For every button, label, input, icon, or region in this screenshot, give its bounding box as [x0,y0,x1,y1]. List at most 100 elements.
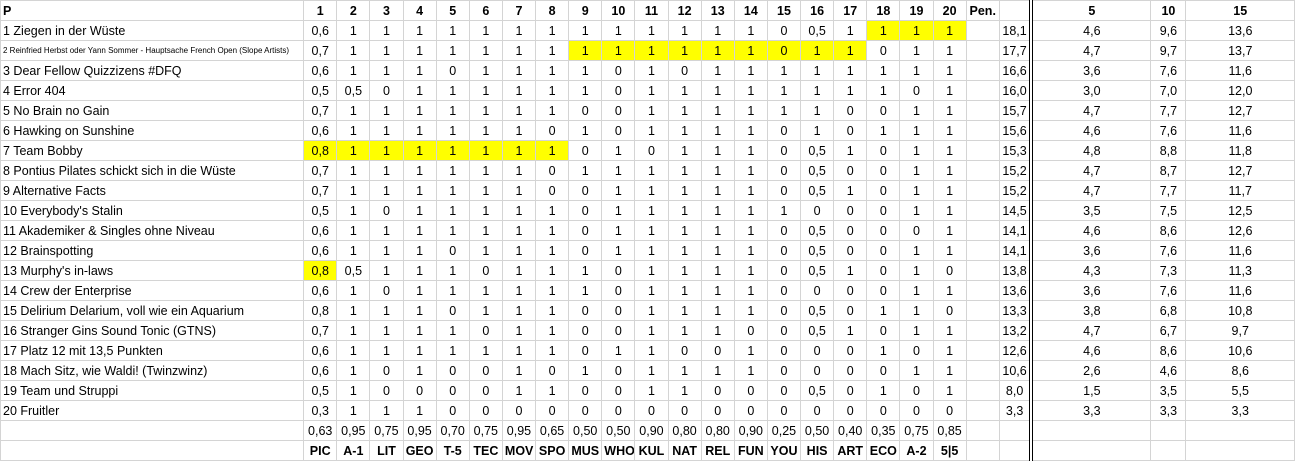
score-cell: 1 [435,100,470,121]
extra-cell: 11,8 [1185,140,1295,161]
category-cell: WHO [601,440,636,461]
score-cell: 0 [568,180,603,201]
score-cell: 1 [833,80,868,101]
score-cell: 0,5 [800,240,835,261]
team-name: 20 Fruitler [0,400,305,421]
score-cell: 1 [866,20,901,41]
score-cell: 0 [932,300,967,321]
score-cell: 1 [833,60,868,81]
team-name: 18 Mach Sitz, wie Waldi! (Twinzwinz) [0,360,305,381]
category-cell: YOU [766,440,802,461]
score-cell: 1 [501,360,537,381]
header-cell: 12 [667,0,702,21]
score-cell: 0 [601,320,636,341]
extra-cell: 5,5 [1185,380,1295,401]
team-name: 14 Crew der Enterprise [0,280,305,301]
extra-cell: 13,6 [1185,20,1295,41]
score-cell: 0 [468,380,503,401]
score-cell: 0,6 [303,20,338,41]
score-cell: 0 [766,120,802,141]
score-cell: 0,7 [303,40,338,61]
score-cell: 1 [667,120,702,141]
total-cell: 13,6 [998,280,1032,301]
score-cell: 1 [932,80,967,101]
score-cell: 1 [899,20,934,41]
score-cell: 0 [766,40,802,61]
score-cell: 1 [601,20,636,41]
category-cell: KUL [634,440,669,461]
empty-cell [998,440,1032,461]
score-cell: 1 [833,140,868,161]
score-cell: 1 [700,280,735,301]
score-cell: 1 [667,380,702,401]
score-cell: 1 [336,40,371,61]
score-cell: 1 [733,300,768,321]
row: 19 Team und Struppi 0,5 1 0 0 0 0 1 1 0 0 1 1 0 0 0 0,5 0… [0,380,1295,401]
score-cell: 0,5 [800,380,835,401]
score-cell: 0 [866,220,901,241]
score-cell: 1 [336,100,371,121]
score-cell: 0 [932,260,967,281]
score-cell: 1 [700,40,735,61]
row: 18 Mach Sitz, wie Waldi! (Twinzwinz) 0,6 1… [0,360,1295,381]
row: P 1 2 3 4 5 6 7 8 9 10 11 12 13 14 15 16 17 18 19 20 Pen. 5 10 1… [0,0,1295,21]
score-cell: 0 [733,400,768,421]
empty-cell [998,420,1032,441]
score-cell: 1 [435,160,470,181]
score-cell: 1 [932,240,967,261]
score-cell: 1 [336,60,371,81]
empty-cell [1029,440,1152,461]
score-cell: 0 [601,280,636,301]
score-cell: 0 [601,380,636,401]
score-cell: 1 [833,180,868,201]
score-cell: 1 [634,300,669,321]
average-cell: 0,35 [866,420,901,441]
score-cell: 0 [700,340,735,361]
score-cell: 1 [833,320,868,341]
score-cell: 1 [733,260,768,281]
header-cell: 14 [733,0,768,21]
score-cell: 1 [766,200,802,221]
extra-cell: 3,3 [1185,400,1295,421]
score-cell: 0 [601,360,636,381]
score-cell: 1 [800,60,835,81]
score-cell: 0,8 [303,260,338,281]
score-cell: 1 [601,140,636,161]
score-cell: 1 [402,180,437,201]
score-cell: 0 [601,60,636,81]
header-cell: P [0,0,305,21]
score-cell: 1 [402,320,437,341]
score-cell: 1 [468,300,503,321]
score-cell: 1 [336,360,371,381]
extra-cell: 11,6 [1185,120,1295,141]
team-name: 16 Stranger Gins Sound Tonic (GTNS) [0,320,305,341]
extra-cell: 3,5 [1150,380,1187,401]
score-cell: 1 [932,200,967,221]
extra-cell: 7,3 [1150,260,1187,281]
score-cell: 0 [899,380,934,401]
score-cell: 0 [568,220,603,241]
score-cell: 1 [369,300,404,321]
score-cell: 1 [932,320,967,341]
empty-cell [965,360,1000,381]
extra-cell: 4,6 [1029,220,1152,241]
score-cell: 1 [899,260,934,281]
score-cell: 0 [468,400,503,421]
score-cell: 1 [899,100,934,121]
score-cell: 0 [766,400,802,421]
score-cell: 1 [568,20,603,41]
score-cell: 0 [435,300,470,321]
total-cell: 13,3 [998,300,1032,321]
score-cell: 0,5 [800,160,835,181]
row: 14 Crew der Enterprise 0,6 1 0 1 1 1 1 1 1 0 1 1 1 1 0 0… [0,280,1295,301]
score-cell: 0,8 [303,300,338,321]
score-cell: 1 [733,100,768,121]
score-cell: 1 [733,180,768,201]
score-cell: 0 [501,400,537,421]
score-cell: 1 [369,40,404,61]
row: 20 Fruitler 0,3 1 1 1 0 0 0 0 0 0 0 0 0 0 0 0 0 0 0 0 3,3 3,3 3… [0,400,1295,421]
score-cell: 1 [468,40,503,61]
score-cell: 1 [369,240,404,261]
category-cell: LIT [369,440,404,461]
score-cell: 0 [800,280,835,301]
